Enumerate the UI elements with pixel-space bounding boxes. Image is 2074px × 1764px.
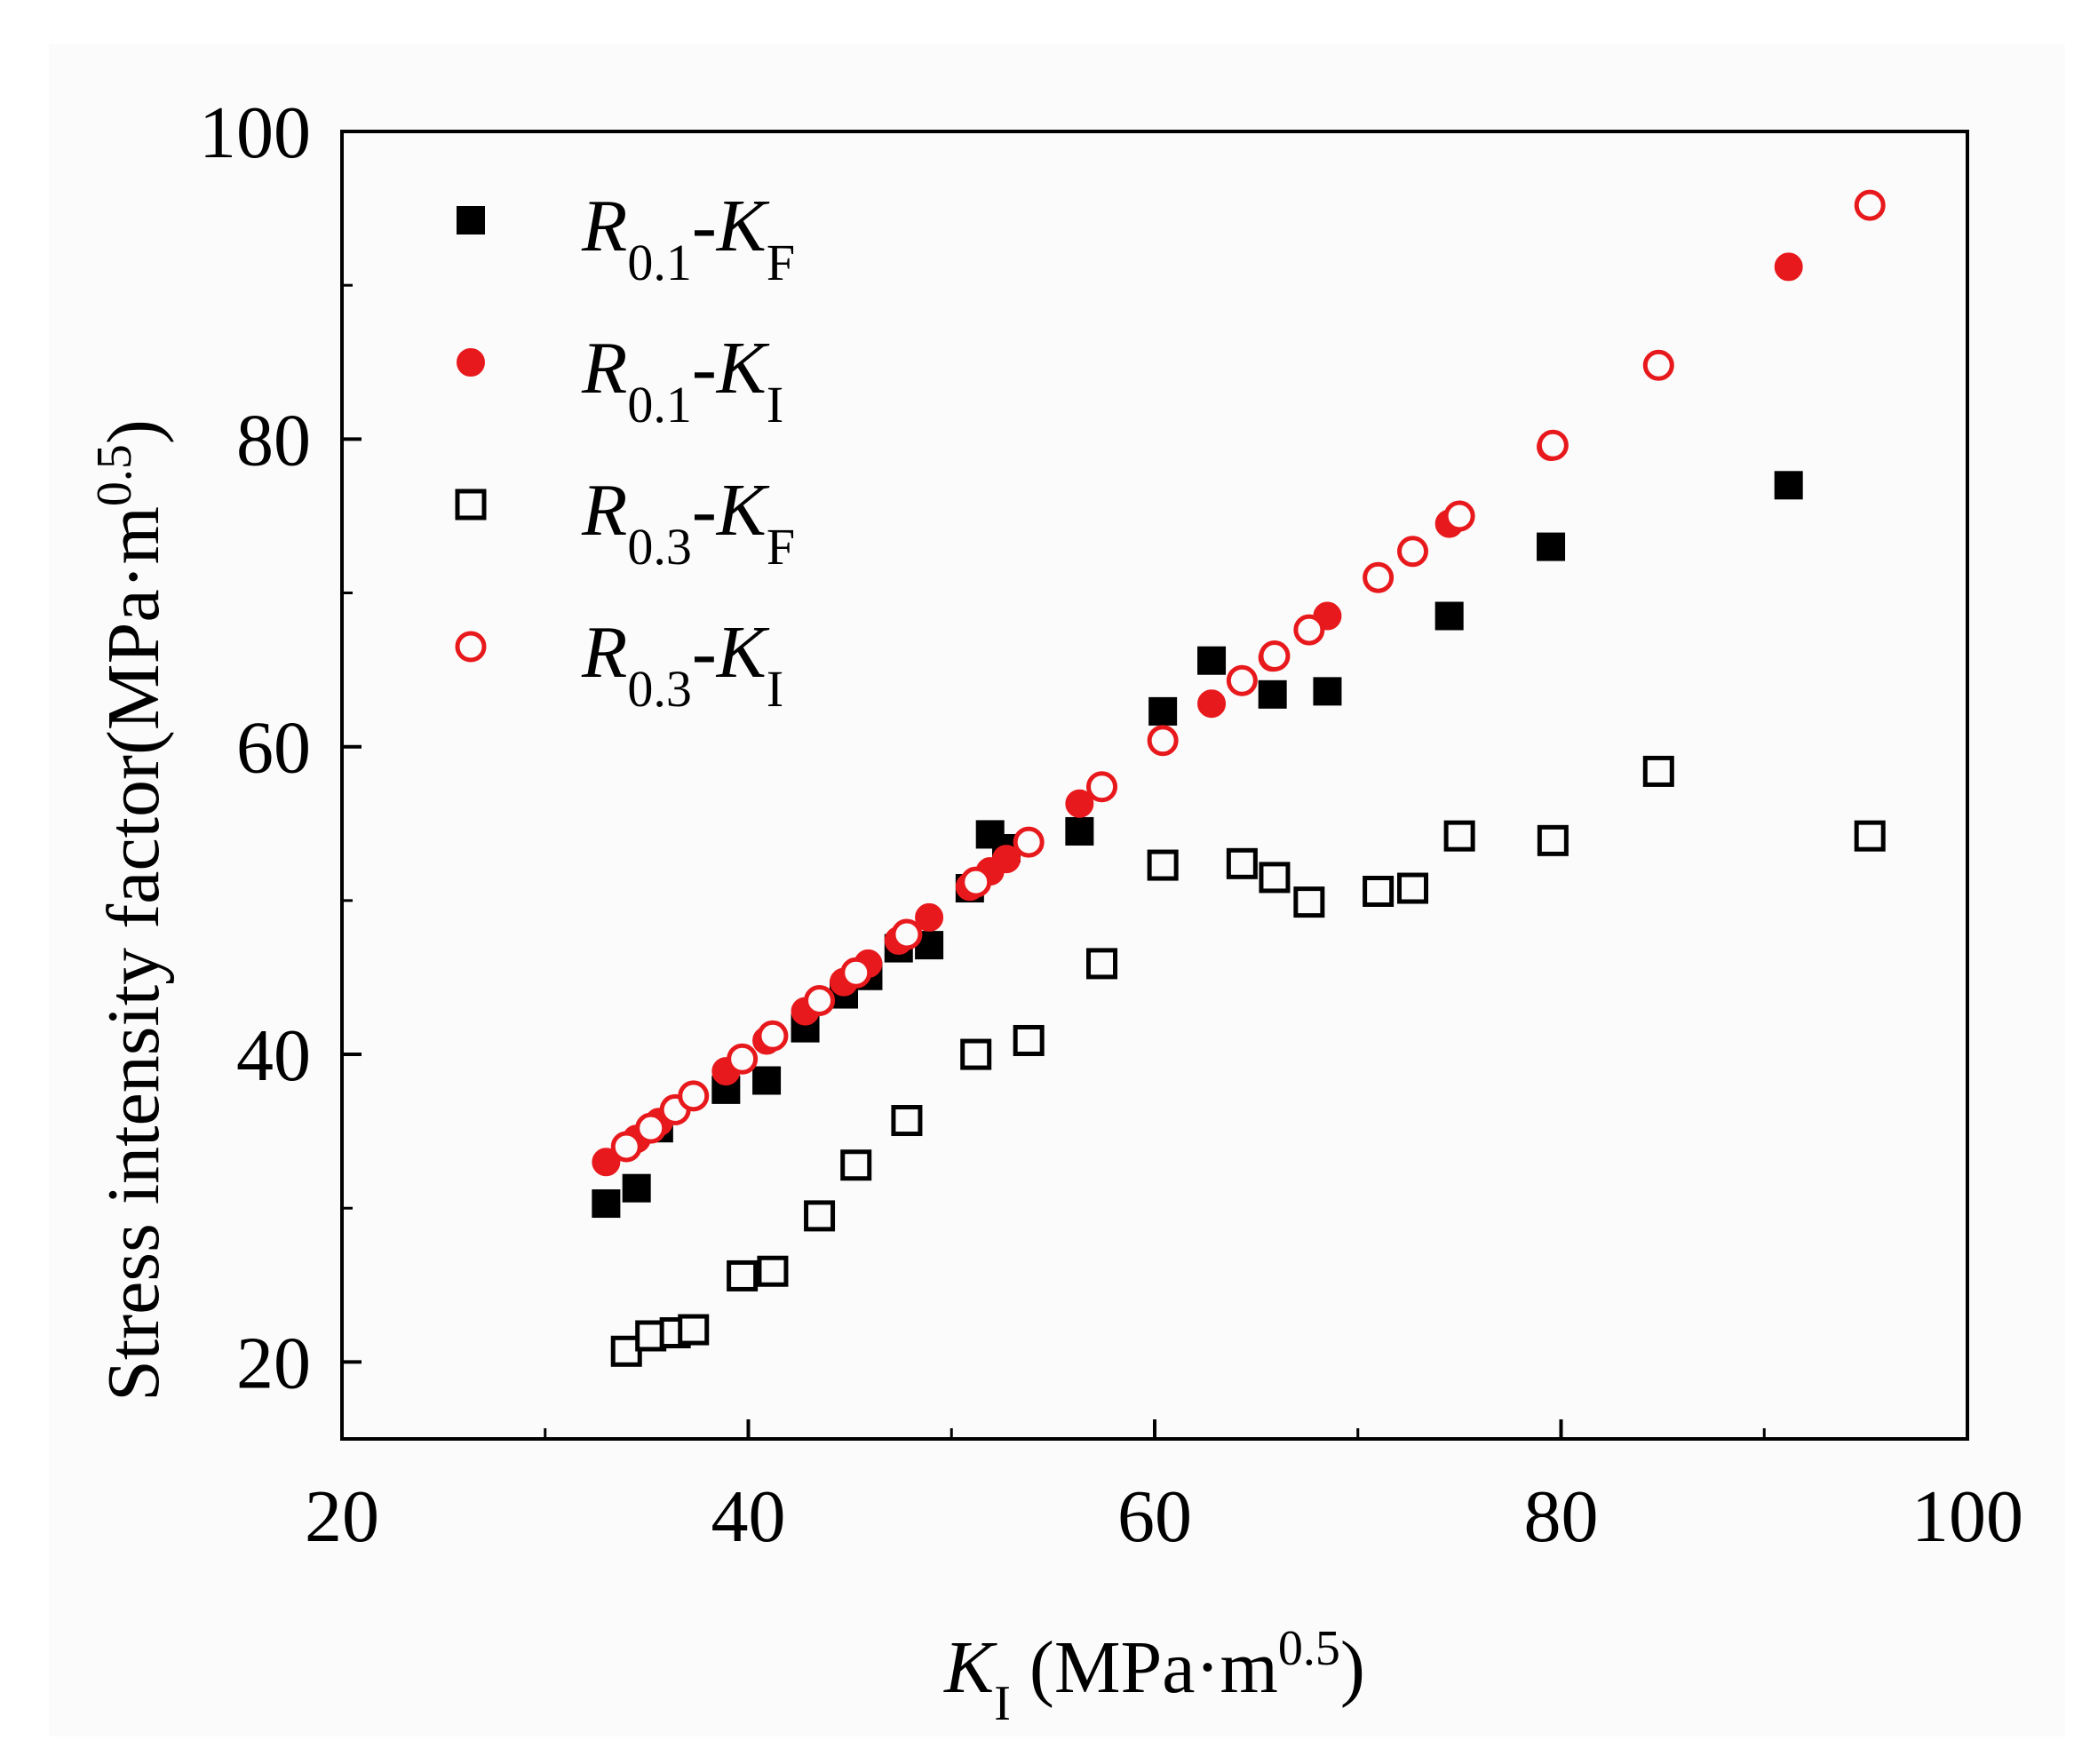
legend: R0.1-KF R0.1-KI R0.3-KF R0.3-KI xyxy=(455,185,795,718)
data-point xyxy=(1434,601,1464,631)
data-point xyxy=(1774,252,1803,282)
data-point xyxy=(840,957,872,989)
y-axis-title: Stress intensity factor(MPa·m0.5) xyxy=(87,419,175,1402)
y-tick-label: 80 xyxy=(236,399,311,481)
data-point xyxy=(757,1255,789,1287)
data-point xyxy=(1363,875,1395,907)
data-point xyxy=(1147,725,1179,757)
x-axis-title: KI (MPa·m0.5) xyxy=(943,1621,1365,1731)
data-point xyxy=(1086,771,1118,803)
data-point xyxy=(610,1131,642,1163)
x-tick-label: 60 xyxy=(1117,1475,1192,1558)
data-point xyxy=(592,1189,621,1219)
x-tick-label: 20 xyxy=(305,1475,379,1558)
data-point xyxy=(635,1112,667,1144)
data-point xyxy=(1642,349,1674,381)
data-point xyxy=(1013,1024,1045,1056)
data-point xyxy=(1397,536,1429,568)
legend-marker xyxy=(455,631,487,663)
data-point xyxy=(757,1020,789,1052)
data-point xyxy=(1259,640,1291,672)
x-tick-label: 80 xyxy=(1524,1475,1599,1558)
x-tick-label: 40 xyxy=(711,1475,786,1558)
data-point xyxy=(1147,849,1179,881)
data-point xyxy=(1258,679,1287,709)
data-point xyxy=(727,1259,759,1291)
legend-marker xyxy=(457,206,485,234)
data-point xyxy=(1065,789,1094,818)
data-point xyxy=(1774,471,1803,500)
data-point xyxy=(960,866,992,898)
legend-label-r01-ki: R0.1-KI xyxy=(581,327,783,433)
legend-marker xyxy=(457,348,485,377)
data-point xyxy=(727,1043,759,1075)
data-point xyxy=(1443,500,1475,532)
data-point xyxy=(1397,872,1429,904)
data-point xyxy=(1537,824,1569,856)
legend-label-r03-kf: R0.3-KF xyxy=(581,469,795,576)
data-point xyxy=(592,1148,621,1177)
data-point xyxy=(1642,755,1674,787)
data-point xyxy=(1293,614,1325,646)
data-point xyxy=(1854,189,1886,221)
data-point xyxy=(752,1066,782,1095)
data-point xyxy=(915,902,944,932)
y-tick-label: 20 xyxy=(236,1322,311,1404)
series-R0.3-KF xyxy=(610,755,1886,1367)
x-tick-label: 100 xyxy=(1911,1475,2023,1558)
data-point xyxy=(1065,816,1094,846)
data-point xyxy=(622,1173,651,1203)
y-tick-label: 100 xyxy=(199,91,311,174)
data-point xyxy=(891,1105,923,1137)
data-point xyxy=(960,1038,992,1070)
data-point xyxy=(1086,948,1118,980)
data-point xyxy=(1443,820,1475,852)
data-point xyxy=(1197,689,1227,719)
data-point xyxy=(1226,847,1258,879)
data-point xyxy=(1363,561,1395,593)
legend-label-r03-ki: R0.3-KI xyxy=(581,611,783,718)
data-point xyxy=(1148,696,1178,726)
y-tick-label: 60 xyxy=(236,707,311,790)
y-tick-label: 40 xyxy=(236,1014,311,1097)
data-point xyxy=(840,1149,872,1181)
data-point xyxy=(678,1314,710,1346)
data-point xyxy=(891,918,923,950)
data-point xyxy=(992,845,1021,874)
data-point xyxy=(975,820,1005,849)
data-point xyxy=(804,1200,836,1232)
legend-marker xyxy=(455,489,487,520)
data-point xyxy=(804,984,836,1016)
data-point xyxy=(1293,886,1325,918)
data-point xyxy=(1313,677,1342,706)
data-point xyxy=(1854,820,1886,852)
figure-background xyxy=(49,44,2065,1736)
series-R0.3-KI xyxy=(610,189,1886,1163)
data-point xyxy=(1537,532,1566,561)
data-point xyxy=(1537,429,1569,461)
data-point xyxy=(1013,826,1045,858)
data-point xyxy=(1226,664,1258,696)
data-point xyxy=(678,1080,710,1112)
data-point xyxy=(1259,862,1291,894)
legend-label-r01-kf: R0.1-KF xyxy=(581,185,795,291)
data-point xyxy=(1197,646,1227,675)
